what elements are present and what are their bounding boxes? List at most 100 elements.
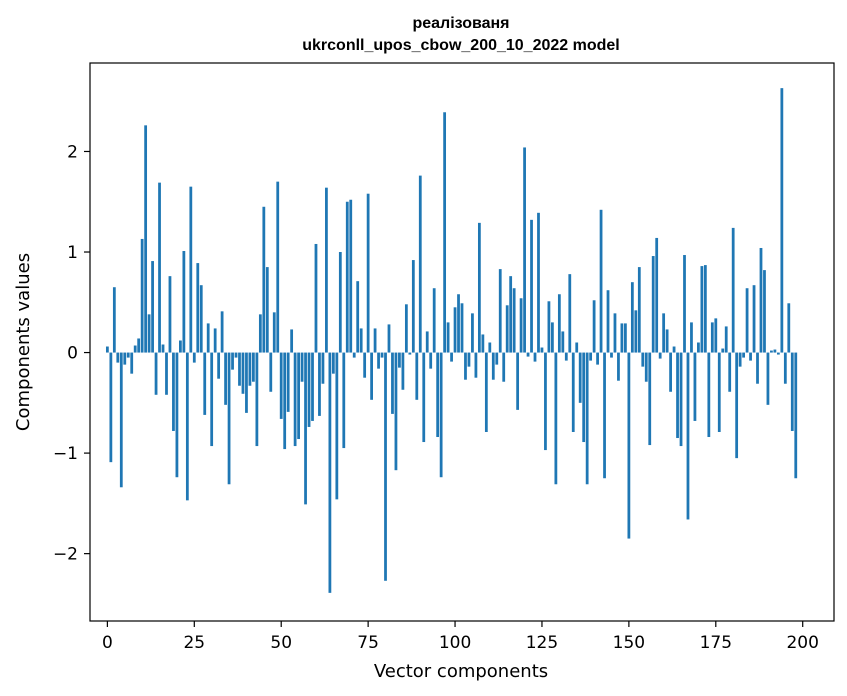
bar-component-18 (168, 276, 172, 353)
bar-component-117 (512, 288, 516, 353)
bar-component-2 (112, 287, 116, 353)
bar-component-40 (245, 352, 248, 413)
x-tick-label: 75 (357, 633, 379, 653)
bar-component-65 (331, 352, 335, 374)
bar-component-174 (710, 322, 714, 353)
bar-component-28 (203, 352, 207, 415)
bar-component-182 (738, 352, 742, 367)
bar-component-179 (728, 352, 732, 392)
bar-component-30 (210, 352, 214, 447)
bar-component-57 (304, 352, 307, 505)
bar-component-150 (627, 352, 631, 539)
y-tick-label: 1 (67, 243, 78, 263)
bar-component-19 (172, 352, 175, 431)
bar-component-42 (252, 352, 255, 382)
bar-component-22 (182, 251, 186, 353)
y-axis-ticks: −2 −1 0 1 2 (53, 142, 90, 565)
bar-component-64 (328, 352, 332, 593)
bar-component-55 (297, 352, 300, 440)
bar-component-165 (679, 352, 683, 447)
bar-component-84 (398, 352, 401, 368)
bar-component-12 (147, 314, 151, 353)
bar-component-69 (345, 201, 349, 353)
bar-component-63 (325, 187, 328, 353)
bar-component-88 (411, 260, 415, 353)
bar-component-79 (380, 352, 384, 358)
bar-component-27 (199, 285, 203, 353)
bar-component-6 (126, 352, 130, 358)
bar-component-161 (665, 329, 669, 353)
bar-component-188 (759, 247, 763, 353)
y-tick-label: 0 (67, 344, 78, 364)
bar-component-177 (721, 348, 725, 353)
bar-component-153 (637, 267, 641, 353)
bar-component-120 (523, 147, 526, 353)
bar-component-36 (231, 352, 234, 370)
bar-component-0 (105, 346, 109, 353)
bar-component-93 (429, 352, 433, 369)
bar-component-85 (401, 352, 405, 390)
bar-component-139 (589, 352, 593, 361)
bar-component-181 (735, 352, 739, 459)
bar-component-114 (502, 352, 506, 382)
bar-component-145 (610, 352, 613, 358)
bar-component-74 (363, 352, 367, 378)
bar-component-144 (606, 290, 610, 353)
bar-component-54 (293, 352, 297, 447)
bar-component-196 (787, 303, 791, 353)
bar-component-162 (669, 352, 672, 392)
bar-component-9 (137, 338, 141, 353)
x-tick-label: 200 (786, 633, 818, 653)
bar-component-31 (213, 328, 217, 353)
bar-component-148 (620, 323, 624, 353)
bar-component-34 (224, 352, 227, 405)
bar-component-178 (724, 326, 728, 353)
bar-component-29 (206, 323, 210, 353)
bar-component-167 (686, 352, 690, 520)
bar-component-91 (422, 352, 426, 443)
bar-component-137 (582, 352, 586, 443)
bar-component-186 (752, 285, 756, 353)
bar-component-103 (464, 352, 467, 380)
bar-component-87 (408, 352, 412, 355)
bar-component-169 (693, 352, 697, 421)
x-axis-ticks: 0 25 50 75 100 125 150 175 200 (102, 621, 819, 653)
bar-component-140 (592, 300, 596, 353)
x-axis-label: Vector components (374, 661, 548, 682)
bar-component-138 (585, 352, 589, 485)
bar-component-8 (133, 345, 137, 353)
bar-component-32 (217, 352, 221, 379)
plot-area-frame (89, 62, 835, 622)
bar-component-100 (453, 307, 457, 353)
bar-component-89 (415, 352, 419, 400)
bar-component-15 (158, 182, 161, 353)
bar-component-143 (603, 352, 606, 479)
bar-component-185 (749, 352, 752, 361)
bar-component-39 (241, 352, 245, 394)
bar-component-52 (286, 352, 290, 412)
bar-component-180 (731, 227, 735, 353)
bar-component-135 (575, 342, 579, 353)
bar-component-122 (530, 219, 533, 353)
bar-component-131 (561, 331, 565, 353)
bar-component-94 (432, 288, 436, 353)
bar-component-110 (488, 342, 492, 353)
bar-component-171 (700, 266, 704, 353)
bar-component-96 (439, 352, 443, 478)
bar-component-102 (460, 303, 464, 353)
bar-component-20 (175, 352, 179, 478)
chart-title-line-1: реалізованя (412, 15, 509, 32)
bar-component-46 (265, 267, 269, 353)
bar-component-45 (262, 206, 266, 353)
bar-component-78 (377, 352, 380, 369)
bar-component-147 (617, 352, 620, 381)
bar-component-83 (394, 352, 398, 471)
x-tick-label: 100 (439, 633, 471, 653)
bar-component-127 (547, 301, 551, 353)
bar-component-191 (770, 350, 773, 353)
bar-component-129 (554, 352, 558, 485)
bar-component-7 (130, 352, 134, 374)
bar-component-10 (140, 238, 144, 353)
chart-title-line-2: ukrconll_upos_cbow_200_10_2022 model (302, 37, 619, 54)
bar-component-172 (703, 265, 707, 353)
